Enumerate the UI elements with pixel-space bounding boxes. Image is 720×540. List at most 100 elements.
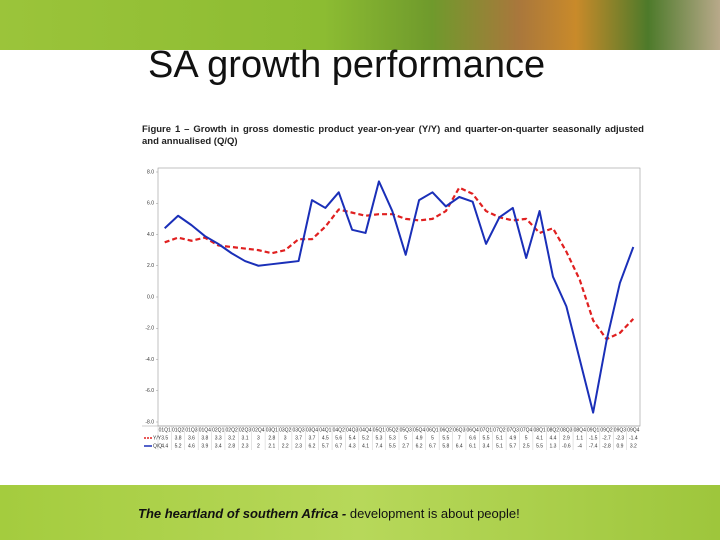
- x-tick-label: 03Q1: [266, 427, 278, 433]
- x-tick-label: 07Q4: [520, 427, 532, 433]
- table-value: 7.4: [375, 443, 382, 449]
- x-tick-label: 04Q2: [333, 427, 345, 433]
- table-value: 3.5: [161, 435, 168, 441]
- table-value: 5.2: [175, 443, 182, 449]
- table-value: 3.1: [242, 435, 249, 441]
- table-value: 3.4: [483, 443, 490, 449]
- table-value: 3.6: [188, 435, 195, 441]
- series-line: [164, 186, 635, 341]
- table-value: 4.6: [188, 443, 195, 449]
- legend-label: Y/Y: [153, 435, 162, 441]
- banner: [0, 0, 720, 50]
- x-tick-label: 03Q4: [306, 427, 318, 433]
- table-value: 6.4: [456, 443, 463, 449]
- table-value: 2.5: [523, 443, 530, 449]
- x-tick-label: 04Q4: [359, 427, 371, 433]
- legend-label: Q/Q: [153, 443, 162, 449]
- x-tick-label: 06Q2: [440, 427, 452, 433]
- x-tick-label: 04Q1: [319, 427, 331, 433]
- table-value: 6.7: [335, 443, 342, 449]
- table-value: -0.6: [562, 443, 571, 449]
- table-value: 4.5: [322, 435, 329, 441]
- y-tick-label: -8.0: [145, 419, 154, 425]
- x-tick-label: 07Q3: [507, 427, 519, 433]
- table-value: 3.7: [295, 435, 302, 441]
- table-value: -2.3: [616, 435, 625, 441]
- table-value: 4.9: [509, 435, 516, 441]
- x-tick-label: 02Q3: [239, 427, 251, 433]
- table-value: 5.1: [496, 443, 503, 449]
- x-tick-label: 05Q3: [400, 427, 412, 433]
- x-tick-label: 01Q3: [185, 427, 197, 433]
- table-value: 5.5: [389, 443, 396, 449]
- x-tick-label: 06Q1: [426, 427, 438, 433]
- table-value: 5: [404, 435, 407, 441]
- slide-title: SA growth performance: [148, 44, 546, 86]
- table-value: 6.1: [469, 443, 476, 449]
- table-value: 3.4: [215, 443, 222, 449]
- x-tick-label: 02Q2: [226, 427, 238, 433]
- series-line: [164, 180, 635, 414]
- table-value: 3.2: [630, 443, 637, 449]
- x-tick-label: 03Q2: [279, 427, 291, 433]
- table-value: 5.3: [389, 435, 396, 441]
- y-tick-label: -4.0: [145, 357, 154, 363]
- table-value: 5.5: [536, 443, 543, 449]
- table-value: 3.9: [201, 443, 208, 449]
- table-value: 5.3: [375, 435, 382, 441]
- table-value: 5.7: [509, 443, 516, 449]
- x-tick-label: 02Q1: [212, 427, 224, 433]
- y-tick-label: 8.0: [147, 169, 154, 175]
- table-value: 5.1: [496, 435, 503, 441]
- x-tick-label: 01Q4: [199, 427, 211, 433]
- table-value: -7.4: [589, 443, 598, 449]
- footer-bold: The heartland of southern Africa -: [138, 506, 347, 521]
- y-tick-label: 6.0: [147, 201, 154, 207]
- table-value: 5.5: [483, 435, 490, 441]
- table-value: 5: [525, 435, 528, 441]
- table-value: 2.3: [242, 443, 249, 449]
- table-value: -1.5: [589, 435, 598, 441]
- x-tick-label: 05Q2: [386, 427, 398, 433]
- x-tick-label: 09Q1: [587, 427, 599, 433]
- table-value: 4.1: [362, 443, 369, 449]
- table-value: 4.4: [549, 435, 556, 441]
- x-tick-label: 09Q2: [600, 427, 612, 433]
- table-value: 2.2: [282, 443, 289, 449]
- table-value: -2.8: [602, 443, 611, 449]
- x-tick-label: 08Q2: [547, 427, 559, 433]
- x-tick-label: 09Q4: [627, 427, 639, 433]
- table-value: 5.2: [362, 435, 369, 441]
- table-value: 3.7: [308, 435, 315, 441]
- footer: [0, 485, 720, 540]
- table-value: 3: [284, 435, 287, 441]
- table-value: 5.6: [335, 435, 342, 441]
- table-value: 2.7: [402, 443, 409, 449]
- table-value: 5: [431, 435, 434, 441]
- plot-frame: [157, 167, 641, 427]
- table-value: 2.1: [268, 443, 275, 449]
- table-value: 2.8: [228, 443, 235, 449]
- x-tick-label: 04Q3: [346, 427, 358, 433]
- y-tick-label: -6.0: [145, 388, 154, 394]
- x-tick-label: 08Q4: [574, 427, 586, 433]
- x-tick-label: 05Q1: [373, 427, 385, 433]
- table-value: 5.8: [442, 443, 449, 449]
- table-value: 2.3: [295, 443, 302, 449]
- x-tick-label: 08Q1: [533, 427, 545, 433]
- x-tick-label: 08Q3: [560, 427, 572, 433]
- x-tick-label: 02Q4: [252, 427, 264, 433]
- figure-caption: Figure 1 – Growth in gross domestic prod…: [142, 124, 644, 147]
- footer-text: The heartland of southern Africa - devel…: [138, 506, 520, 521]
- y-tick-label: 2.0: [147, 263, 154, 269]
- table-value: 0.9: [616, 443, 623, 449]
- x-tick-label: 07Q1: [480, 427, 492, 433]
- x-tick-label: 06Q4: [467, 427, 479, 433]
- table-value: 3.8: [201, 435, 208, 441]
- table-value: 2.9: [563, 435, 570, 441]
- x-tick-label: 09Q3: [614, 427, 626, 433]
- table-value: 4.3: [349, 443, 356, 449]
- table-value: -4: [578, 443, 583, 449]
- x-tick-label: 03Q3: [292, 427, 304, 433]
